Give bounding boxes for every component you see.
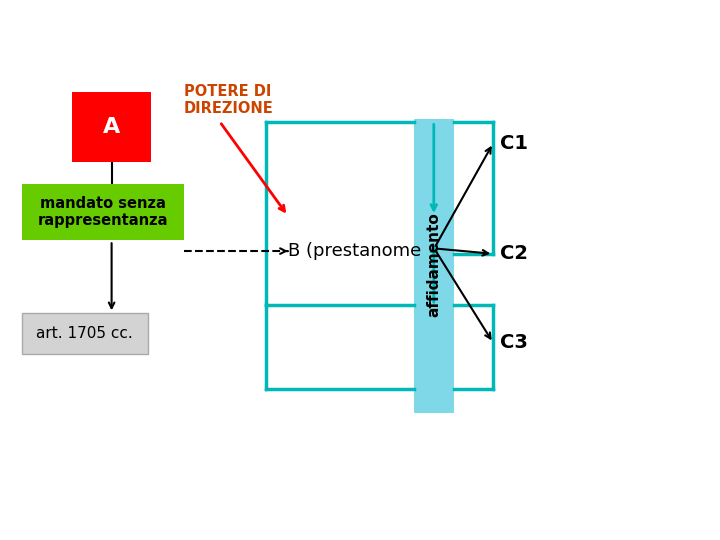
Bar bbox=[22, 184, 184, 240]
Text: C2: C2 bbox=[500, 244, 528, 264]
Text: art. 1705 cc.: art. 1705 cc. bbox=[36, 326, 133, 341]
Bar bbox=[414, 119, 454, 413]
Text: C1: C1 bbox=[500, 133, 528, 153]
Text: affidamento: affidamento bbox=[427, 212, 441, 317]
Text: C3: C3 bbox=[500, 333, 528, 353]
Text: mandato senza
rappresentanza: mandato senza rappresentanza bbox=[37, 195, 168, 228]
Text: POTERE DI
DIREZIONE: POTERE DI DIREZIONE bbox=[184, 84, 274, 116]
Text: A: A bbox=[103, 117, 120, 137]
Text: B (prestanome: B (prestanome bbox=[288, 242, 421, 260]
Bar bbox=[72, 92, 151, 162]
Bar bbox=[22, 313, 148, 354]
